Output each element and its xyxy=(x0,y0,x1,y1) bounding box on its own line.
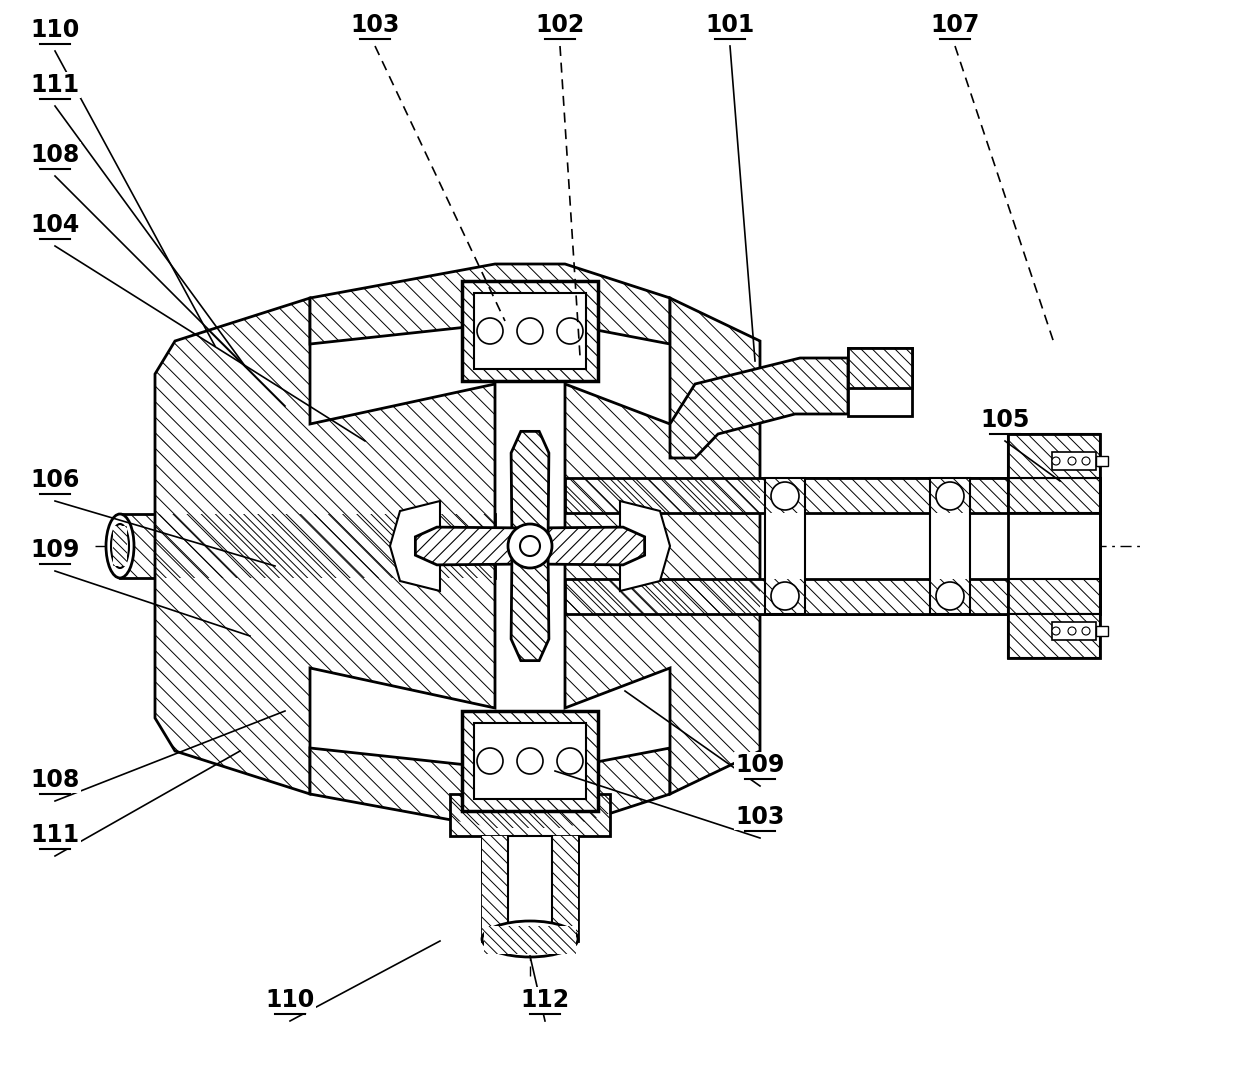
Text: 109: 109 xyxy=(30,538,79,562)
Text: 107: 107 xyxy=(930,13,980,37)
Text: 111: 111 xyxy=(31,73,79,97)
Circle shape xyxy=(477,748,503,774)
Polygon shape xyxy=(670,358,848,458)
Polygon shape xyxy=(511,546,549,661)
Circle shape xyxy=(1083,627,1090,635)
Polygon shape xyxy=(120,514,495,578)
Polygon shape xyxy=(155,298,495,794)
Text: 106: 106 xyxy=(30,468,79,492)
Bar xyxy=(930,478,970,614)
Circle shape xyxy=(517,748,543,774)
Bar xyxy=(765,478,805,614)
Circle shape xyxy=(1083,457,1090,465)
Polygon shape xyxy=(565,478,1100,513)
Bar xyxy=(565,478,1100,614)
Polygon shape xyxy=(310,748,670,829)
Text: 110: 110 xyxy=(30,18,79,42)
Text: 103: 103 xyxy=(735,805,785,829)
Circle shape xyxy=(771,582,799,610)
Polygon shape xyxy=(1008,579,1100,614)
Bar xyxy=(1096,456,1109,466)
Text: 104: 104 xyxy=(30,213,79,237)
Polygon shape xyxy=(450,794,610,881)
Bar xyxy=(474,293,587,369)
Polygon shape xyxy=(511,431,549,546)
Text: 109: 109 xyxy=(735,753,785,777)
Text: 102: 102 xyxy=(536,13,584,37)
Text: 105: 105 xyxy=(981,408,1029,431)
Text: 101: 101 xyxy=(706,13,755,37)
Text: 110: 110 xyxy=(265,988,315,1011)
Circle shape xyxy=(771,482,799,510)
Polygon shape xyxy=(552,836,578,942)
Polygon shape xyxy=(310,264,670,344)
Text: 111: 111 xyxy=(31,823,79,847)
Bar xyxy=(1008,434,1100,659)
Circle shape xyxy=(1068,457,1076,465)
Bar xyxy=(848,348,911,416)
Circle shape xyxy=(517,318,543,344)
Polygon shape xyxy=(1008,478,1100,513)
Bar xyxy=(474,723,587,799)
Circle shape xyxy=(1068,627,1076,635)
Polygon shape xyxy=(463,711,598,811)
Circle shape xyxy=(1052,457,1060,465)
Bar xyxy=(482,836,578,942)
Text: 112: 112 xyxy=(521,988,569,1011)
Ellipse shape xyxy=(112,524,129,568)
Polygon shape xyxy=(482,836,508,942)
Polygon shape xyxy=(391,501,440,591)
Bar xyxy=(1052,622,1096,640)
Polygon shape xyxy=(565,298,760,794)
Polygon shape xyxy=(620,501,670,591)
Ellipse shape xyxy=(482,921,578,957)
Circle shape xyxy=(1052,627,1060,635)
Polygon shape xyxy=(484,926,577,954)
Polygon shape xyxy=(113,526,126,566)
Polygon shape xyxy=(1008,434,1100,478)
Bar xyxy=(1052,452,1096,470)
Circle shape xyxy=(520,536,539,556)
Polygon shape xyxy=(415,527,529,565)
Text: 108: 108 xyxy=(30,768,79,792)
Circle shape xyxy=(936,482,963,510)
Circle shape xyxy=(557,318,583,344)
Circle shape xyxy=(936,582,963,610)
Bar xyxy=(508,836,552,942)
Polygon shape xyxy=(848,348,911,388)
Polygon shape xyxy=(529,527,645,565)
Bar xyxy=(1096,626,1109,636)
Circle shape xyxy=(477,318,503,344)
Ellipse shape xyxy=(105,514,134,578)
Text: 108: 108 xyxy=(30,143,79,167)
Polygon shape xyxy=(1008,614,1100,659)
Text: 103: 103 xyxy=(351,13,399,37)
Circle shape xyxy=(508,524,552,568)
Polygon shape xyxy=(565,579,1100,614)
Circle shape xyxy=(557,748,583,774)
Polygon shape xyxy=(463,281,598,381)
